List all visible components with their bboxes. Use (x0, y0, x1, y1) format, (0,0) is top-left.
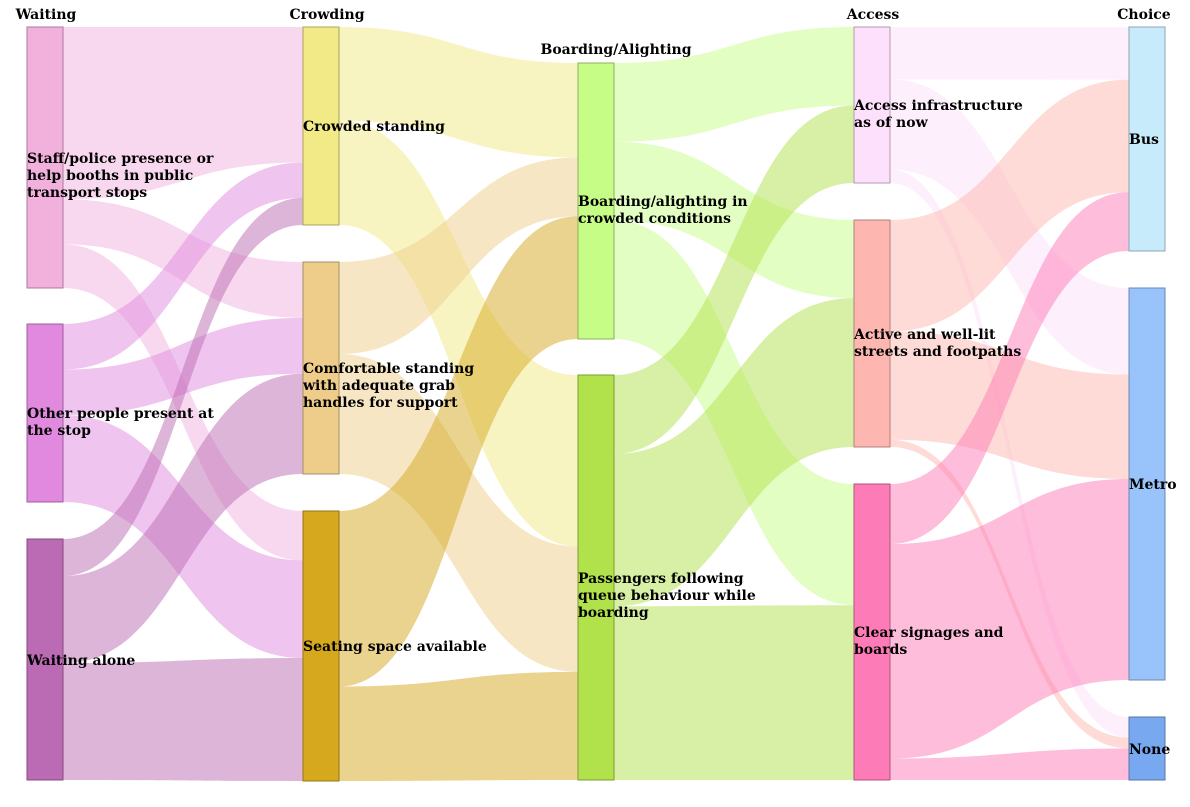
node-waiting-others (26, 323, 64, 503)
link-board-crowded-to-access-now (614, 27, 854, 142)
link-board-crowded-to-access-streets (614, 141, 854, 299)
node-crowd-seating (302, 510, 340, 782)
column-title-boarding: Boarding/Alighting (540, 42, 691, 58)
node-choice-none (1128, 716, 1166, 781)
node-label-waiting-alone: Waiting alone (26, 653, 135, 669)
column-title-access: Access (846, 7, 900, 23)
node-access-signage (853, 483, 891, 781)
node-label-access-signage: Clear signages and boards (854, 625, 1004, 658)
column-title-crowding: Crowding (290, 7, 365, 23)
node-choice-metro (1128, 287, 1166, 681)
node-label-crowd-comfortable: Comfortable standing with adequate grab ha… (302, 361, 474, 411)
node-crowd-standing (302, 26, 340, 226)
link-waiting-others-to-crowd-standing (63, 162, 303, 370)
node-label-waiting-others: Other people present at the stop (27, 406, 214, 439)
link-board-queue-to-access-now (614, 105, 854, 454)
link-waiting-staff-to-crowd-seating (63, 244, 303, 561)
node-access-streets (853, 219, 891, 448)
column-titles: Waiting Crowding Boarding/Alighting Acce… (15, 7, 1171, 58)
node-waiting-staff (26, 26, 64, 289)
link-crowd-standing-to-board-crowded (339, 27, 578, 158)
node-label-choice-metro: Metro (1129, 477, 1177, 493)
node-choice-bus (1128, 26, 1166, 252)
node-label-choice-bus: Bus (1129, 132, 1159, 148)
link-crowd-standing-to-board-queue (339, 120, 578, 547)
node-label-waiting-staff: Staff/police presence or help booths in p… (27, 151, 214, 201)
link-waiting-alone-to-crowd-seating (63, 658, 303, 781)
sankey-nodes (26, 26, 1166, 782)
node-access-now (853, 26, 891, 184)
link-waiting-others-to-crowd-comfortable (63, 317, 303, 416)
node-label-access-streets: Active and well-lit streets and footpaths (853, 327, 1021, 360)
node-label-choice-none: None (1129, 742, 1170, 758)
link-waiting-alone-to-crowd-comfortable (63, 373, 303, 664)
link-crowd-seating-to-board-queue (339, 671, 578, 781)
node-board-crowded (577, 62, 615, 340)
node-label-board-queue: Passengers following queue behaviour whil… (578, 571, 756, 621)
link-access-streets-to-choice-bus (890, 79, 1129, 332)
link-access-now-to-choice-bus (890, 27, 1129, 80)
link-access-signage-to-choice-bus (890, 192, 1129, 545)
link-board-queue-to-access-streets (614, 298, 854, 607)
node-label-board-crowded: Boarding/alighting in crowded conditions (578, 194, 748, 227)
sankey-links (63, 27, 1129, 781)
node-labels: Staff/police presence or help booths in p… (26, 98, 1177, 758)
node-board-queue (577, 374, 615, 781)
column-title-choice: Choice (1117, 7, 1171, 23)
link-waiting-staff-to-crowd-standing (63, 27, 303, 200)
link-crowd-comfortable-to-board-crowded (339, 157, 578, 355)
link-crowd-comfortable-to-board-queue (339, 354, 578, 672)
link-access-signage-to-choice-none (890, 748, 1129, 780)
node-label-access-now: Access infrastructure as of now (853, 98, 1023, 131)
node-label-crowd-seating: Seating space available (303, 639, 487, 655)
link-access-signage-to-choice-metro (890, 478, 1129, 759)
node-label-crowd-standing: Crowded standing (303, 119, 445, 135)
column-title-waiting: Waiting (15, 7, 77, 23)
link-crowd-seating-to-board-crowded (339, 216, 578, 687)
link-board-queue-to-access-signage (614, 605, 854, 780)
node-waiting-alone (26, 538, 64, 781)
node-crowd-comfortable (302, 261, 340, 475)
link-access-streets-to-choice-metro (890, 331, 1129, 479)
link-waiting-alone-to-crowd-standing (63, 197, 303, 577)
